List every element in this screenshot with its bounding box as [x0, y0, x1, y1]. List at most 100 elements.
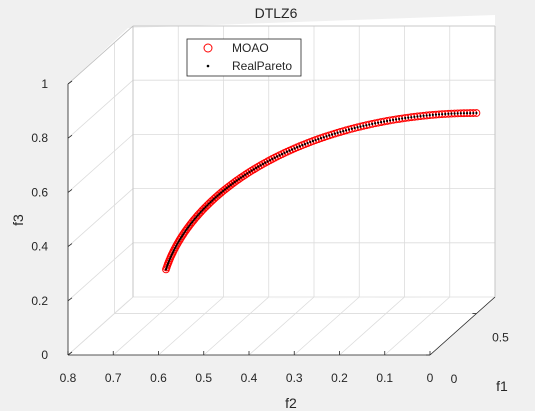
f3-tick-2	[67, 243, 73, 247]
point-realpareto-138	[472, 111, 475, 115]
point-realpareto-81	[303, 142, 307, 146]
point-realpareto-13	[175, 244, 178, 247]
point-realpareto-27	[192, 219, 195, 222]
point-realpareto-65	[264, 161, 267, 164]
grid-f3-1	[67, 242, 134, 302]
point-realpareto-134	[459, 112, 462, 115]
data-series	[162, 109, 481, 274]
point-realpareto-17	[179, 236, 182, 240]
point-moao-60	[249, 165, 258, 174]
grid-f2-floor-3	[203, 296, 270, 356]
point-realpareto-2	[166, 264, 169, 267]
point-realpareto-25	[189, 222, 192, 225]
f3-tick-label-0: 0	[41, 348, 48, 362]
f2-tick-label-1: 0.7	[105, 371, 122, 385]
grid-f3-3	[67, 134, 134, 193]
point-realpareto-6	[169, 257, 172, 260]
f3-tick-3	[67, 189, 73, 193]
point-realpareto-105	[371, 122, 374, 125]
point-realpareto-113	[394, 118, 398, 121]
f3-tick-5	[67, 80, 73, 85]
point-realpareto-45	[221, 189, 225, 193]
grid-f2-floor-2	[158, 296, 224, 356]
point-realpareto-103	[365, 124, 368, 127]
point-realpareto-116	[404, 116, 407, 120]
point-moao-58	[245, 168, 254, 176]
point-realpareto-102	[362, 124, 365, 127]
point-realpareto-18	[180, 235, 184, 238]
point-realpareto-133	[456, 112, 459, 115]
legend-realpareto-label: RealPareto	[232, 59, 292, 73]
point-realpareto-76	[290, 148, 294, 151]
f3-tick-4	[67, 134, 73, 139]
point-realpareto-86	[317, 137, 320, 141]
point-realpareto-92	[333, 132, 336, 135]
point-realpareto-52	[235, 179, 238, 182]
tick-labels: 0.8 0.7 0.6 0.5 0.4 0.3 0.2 0.1 0 0 0.2 0.4 0.6 0.8 1 0…	[31, 77, 509, 386]
point-realpareto-69	[273, 156, 276, 159]
f2-tick-label-5: 0.3	[286, 371, 303, 385]
f2-axis-label: f2	[285, 395, 297, 411]
point-realpareto-10	[172, 249, 175, 252]
f3-tick-label-1: 0.2	[31, 294, 48, 308]
point-realpareto-42	[216, 194, 219, 197]
point-realpareto-43	[218, 193, 221, 196]
point-realpareto-112	[391, 118, 395, 122]
point-realpareto-15	[177, 240, 180, 243]
point-realpareto-78	[296, 146, 299, 149]
f3-axis-label: f3	[10, 214, 26, 226]
legend: MOAO RealPareto	[186, 38, 302, 77]
point-realpareto-48	[227, 185, 230, 188]
point-moao-55	[239, 172, 247, 181]
point-realpareto-127	[437, 113, 441, 116]
point-realpareto-5	[168, 258, 171, 262]
point-realpareto-108	[379, 120, 383, 124]
f1-axis-label: f1	[496, 378, 508, 394]
point-realpareto-96	[344, 129, 348, 132]
point-realpareto-28	[193, 217, 197, 220]
point-realpareto-44	[220, 191, 223, 194]
point-realpareto-60	[252, 168, 255, 171]
point-realpareto-75	[288, 149, 291, 152]
point-realpareto-64	[261, 162, 265, 166]
point-realpareto-23	[186, 226, 190, 229]
point-realpareto-40	[212, 197, 216, 200]
point-realpareto-118	[410, 116, 413, 119]
point-realpareto-137	[469, 111, 472, 115]
point-realpareto-87	[319, 137, 323, 140]
point-realpareto-26	[191, 221, 194, 224]
chart-title: DTLZ6	[255, 5, 298, 21]
point-realpareto-16	[178, 238, 181, 241]
f3-tick-label-4: 0.8	[31, 131, 48, 145]
point-realpareto-12	[174, 245, 177, 249]
point-realpareto-97	[347, 128, 351, 131]
point-realpareto-32	[199, 210, 202, 214]
point-realpareto-66	[266, 160, 269, 163]
point-realpareto-70	[276, 155, 279, 158]
point-realpareto-111	[388, 119, 392, 122]
grid-f2-floor-6	[339, 296, 405, 356]
point-realpareto-101	[359, 125, 362, 128]
f2-tick-label-2: 0.6	[150, 371, 167, 385]
point-realpareto-100	[356, 126, 359, 129]
point-realpareto-62	[257, 165, 260, 168]
f2-tick-label-3: 0.5	[195, 371, 212, 385]
point-realpareto-68	[271, 157, 274, 161]
point-realpareto-33	[201, 209, 204, 212]
point-realpareto-19	[182, 233, 185, 236]
point-realpareto-83	[309, 140, 312, 144]
point-realpareto-121	[419, 114, 422, 118]
point-realpareto-110	[385, 119, 389, 123]
legend-moao-marker	[203, 43, 213, 53]
point-realpareto-58	[248, 170, 251, 174]
point-realpareto-30	[196, 214, 199, 217]
axes	[67, 25, 496, 356]
point-realpareto-54	[239, 176, 243, 179]
point-realpareto-124	[428, 114, 431, 117]
point-realpareto-20	[183, 231, 186, 234]
point-realpareto-24	[188, 224, 191, 227]
point-realpareto-56	[244, 173, 247, 176]
point-realpareto-4	[167, 260, 170, 263]
point-realpareto-84	[311, 139, 315, 143]
series-realpareto	[164, 111, 478, 271]
